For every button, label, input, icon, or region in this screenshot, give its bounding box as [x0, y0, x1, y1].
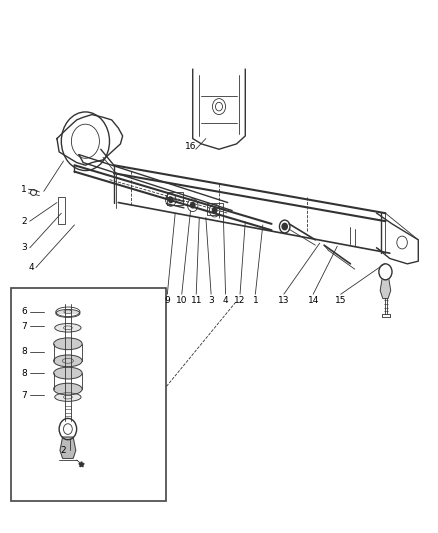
Text: 1: 1 [252, 296, 258, 304]
Text: 2: 2 [21, 217, 27, 225]
Bar [207, 203, 223, 215]
Text: 15: 15 [335, 296, 346, 304]
Text: 1: 1 [21, 185, 27, 193]
Text: 4: 4 [223, 296, 228, 304]
Polygon shape [380, 280, 391, 298]
Text: 9: 9 [164, 296, 170, 304]
Bar [11, 288, 166, 501]
Text: 14: 14 [307, 296, 319, 304]
Text: 7: 7 [21, 391, 27, 400]
Circle shape [212, 208, 217, 213]
Ellipse shape [55, 324, 81, 332]
Text: 4: 4 [29, 263, 34, 272]
Polygon shape [56, 310, 80, 313]
Bar [11, 288, 166, 501]
Text: 10: 10 [176, 296, 187, 304]
Text: 16: 16 [185, 142, 196, 151]
Bar [58, 197, 65, 224]
Bar [58, 197, 65, 224]
Ellipse shape [53, 367, 82, 379]
Text: 8: 8 [21, 348, 27, 356]
Text: 2: 2 [61, 446, 66, 455]
Text: 13: 13 [278, 296, 290, 304]
Circle shape [215, 102, 223, 111]
Ellipse shape [53, 338, 82, 350]
Circle shape [282, 223, 287, 230]
Text: 11: 11 [191, 296, 202, 304]
Ellipse shape [53, 355, 82, 367]
Bar [167, 192, 183, 205]
Text: 7: 7 [21, 322, 27, 330]
Ellipse shape [53, 383, 82, 395]
Text: 3: 3 [208, 296, 214, 304]
Text: 12: 12 [234, 296, 246, 304]
Text: 3: 3 [21, 244, 27, 252]
Text: 8: 8 [21, 369, 27, 377]
Circle shape [169, 197, 173, 203]
Text: 6: 6 [21, 308, 27, 316]
Polygon shape [60, 437, 76, 458]
Circle shape [191, 203, 195, 208]
Ellipse shape [55, 393, 81, 401]
